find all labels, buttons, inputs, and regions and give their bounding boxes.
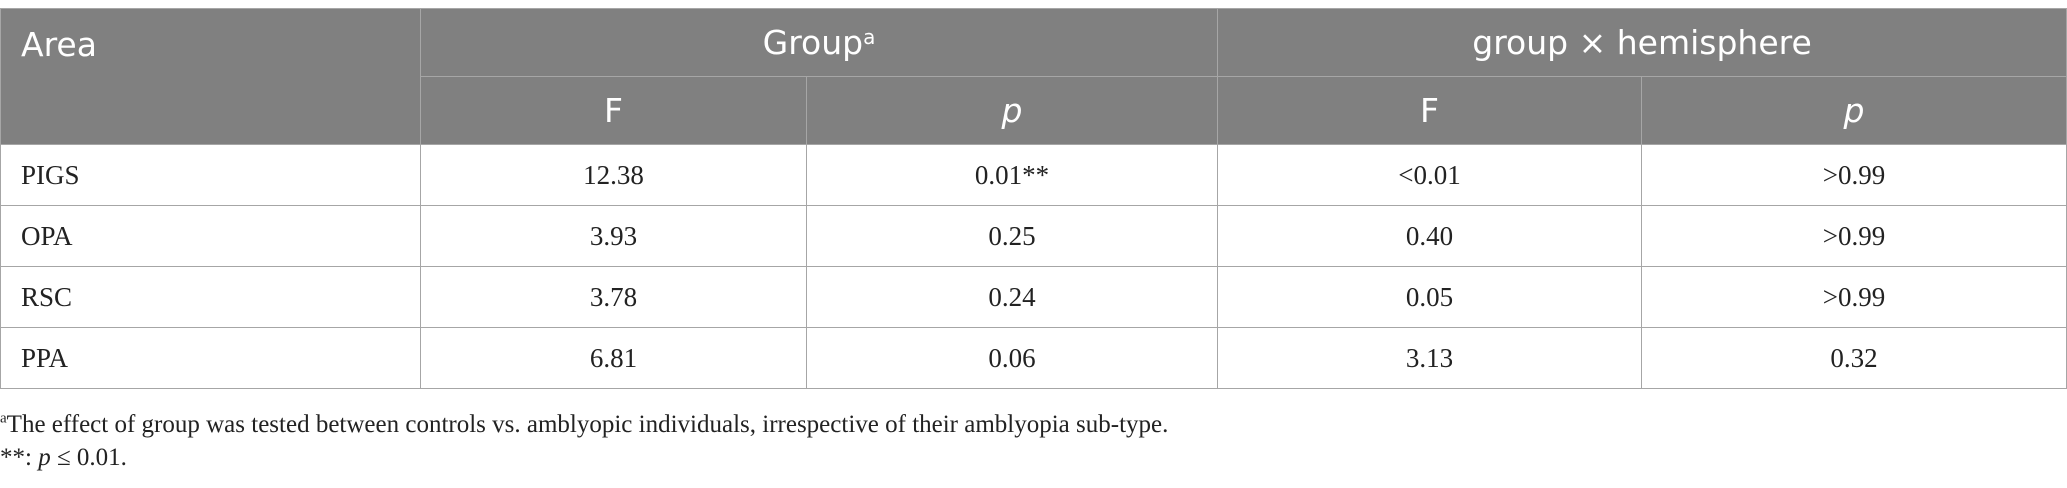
- cell-group-p: 0.24: [805, 266, 1219, 328]
- footnote-a-text: The effect of group was tested between c…: [6, 411, 1169, 438]
- cell-interaction-p: >0.99: [1641, 205, 2067, 267]
- results-table-container: Area Groupa group × hemisphere F p F p P…: [0, 8, 2067, 389]
- cell-interaction-f: <0.01: [1217, 144, 1643, 206]
- header-group-f: F: [420, 76, 807, 145]
- cell-interaction-p: 0.32: [1641, 327, 2067, 389]
- cell-interaction-p: >0.99: [1641, 266, 2067, 328]
- footnote-significance: **: p ≤ 0.01.: [0, 441, 1168, 474]
- cell-interaction-p: >0.99: [1641, 144, 2067, 206]
- cell-area: OPA: [0, 205, 421, 267]
- cell-group-p: 0.01**: [805, 144, 1219, 206]
- cell-group-p: 0.06: [805, 327, 1219, 389]
- cell-group-p: 0.25: [805, 205, 1219, 267]
- footnote-sig-rest: ≤ 0.01.: [50, 444, 127, 471]
- header-area: Area: [0, 8, 421, 145]
- cell-group-f: 12.38: [420, 144, 807, 206]
- header-group-p: p: [805, 76, 1219, 145]
- footnote-sig-p: p: [38, 444, 51, 471]
- header-group-label: Group: [762, 23, 864, 62]
- header-interaction-f: F: [1217, 76, 1643, 145]
- header-group: Groupa: [419, 8, 1219, 77]
- cell-area: RSC: [0, 266, 421, 328]
- cell-area: PPA: [0, 327, 421, 389]
- cell-area: PIGS: [0, 144, 421, 206]
- cell-interaction-f: 3.13: [1217, 327, 1643, 389]
- cell-group-f: 3.93: [420, 205, 807, 267]
- header-interaction-p: p: [1641, 76, 2067, 145]
- footnote-a-marker: a: [0, 410, 7, 427]
- results-table: Area Groupa group × hemisphere F p F p P…: [0, 8, 2067, 389]
- table-row: PIGS 12.38 0.01** <0.01 >0.99: [0, 144, 2067, 206]
- table-row: PPA 6.81 0.06 3.13 0.32: [0, 327, 2067, 389]
- table-row: OPA 3.93 0.25 0.40 >0.99: [0, 205, 2067, 267]
- cell-group-f: 6.81: [420, 327, 807, 389]
- cell-group-f: 3.78: [420, 266, 807, 328]
- table-row: RSC 3.78 0.24 0.05 >0.99: [0, 266, 2067, 328]
- header-interaction: group × hemisphere: [1217, 8, 2067, 77]
- header-group-footnote-marker: a: [863, 25, 876, 49]
- footnote-a: aThe effect of group was tested between …: [0, 408, 1168, 441]
- table-footnotes: aThe effect of group was tested between …: [0, 408, 1168, 474]
- footnote-sig-prefix: **:: [0, 444, 39, 471]
- cell-interaction-f: 0.40: [1217, 205, 1643, 267]
- cell-interaction-f: 0.05: [1217, 266, 1643, 328]
